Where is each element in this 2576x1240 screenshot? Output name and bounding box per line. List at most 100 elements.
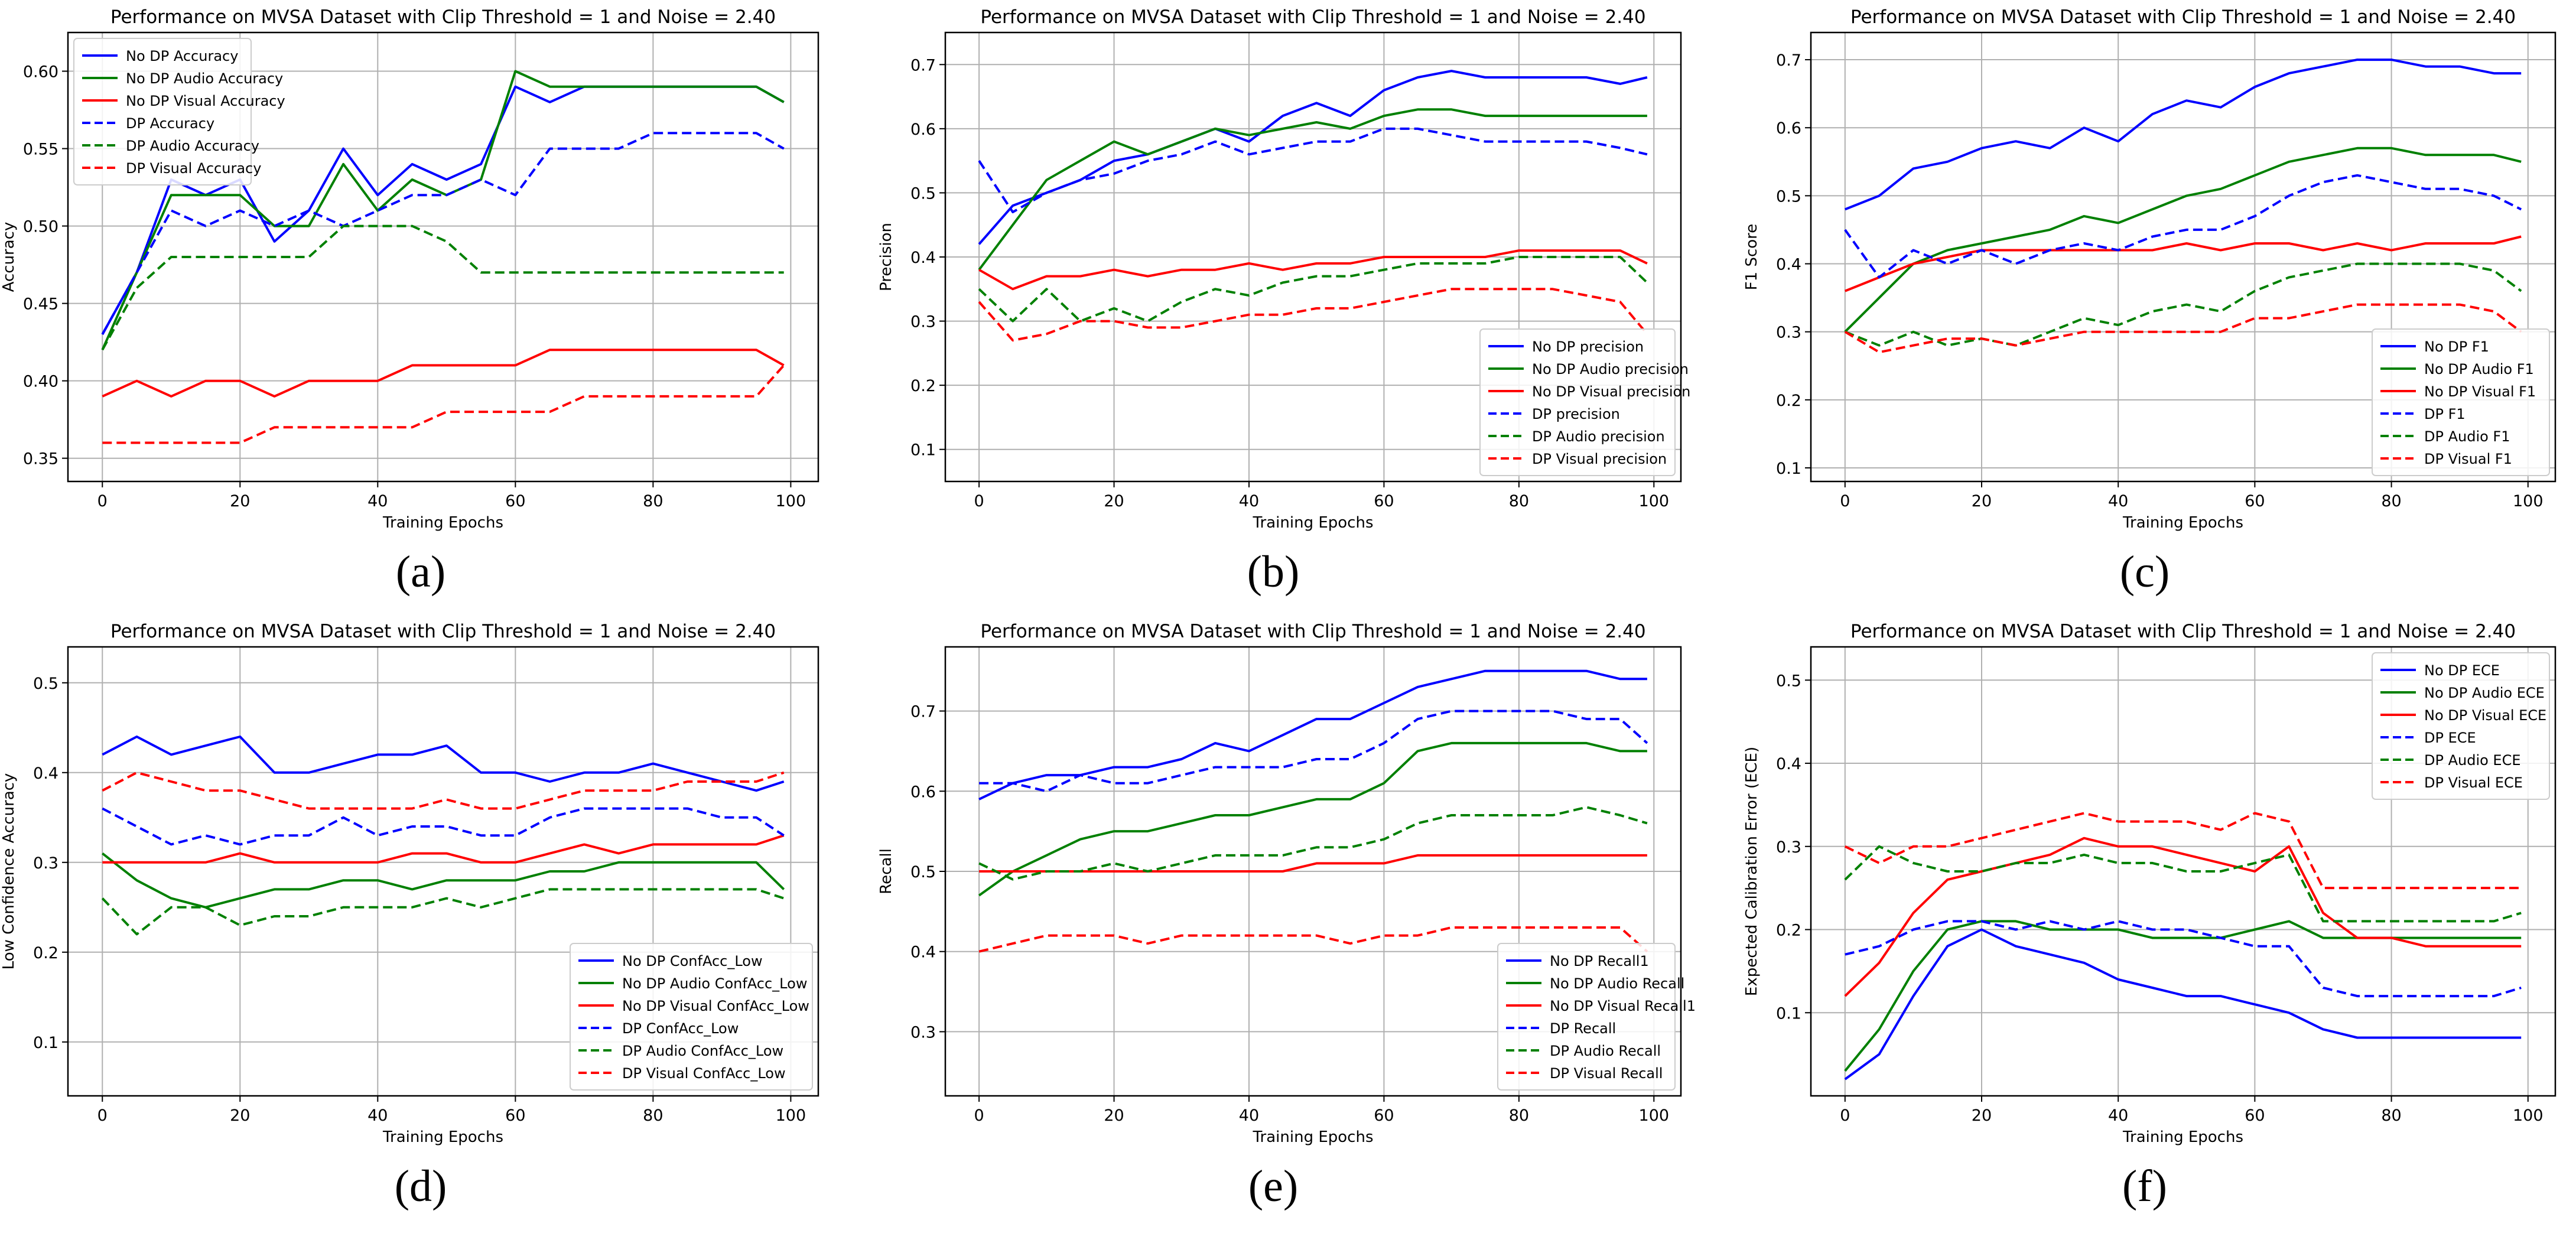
x-tick-label: 80 bbox=[2381, 492, 2401, 510]
series-line bbox=[1845, 920, 2522, 998]
legend: No DP ECE No DP Audio ECE No DP Visual ECE… bbox=[2372, 652, 2550, 800]
y-tick-label: 0.3 bbox=[1776, 838, 1801, 857]
series-line bbox=[979, 709, 1648, 793]
panel-label-d: (d) bbox=[394, 1161, 447, 1211]
legend-label: DP ConfAcc_Low bbox=[622, 1020, 739, 1037]
y-tick-label: 0.4 bbox=[1776, 256, 1801, 274]
y-tick-label: 0.1 bbox=[33, 1034, 58, 1052]
legend-label: DP Audio ECE bbox=[2424, 752, 2521, 769]
y-tick-label: 0.4 bbox=[1776, 755, 1801, 773]
y-tick-label: 0.5 bbox=[1776, 187, 1801, 206]
legend: No DP precision No DP Audio precision No D… bbox=[1479, 328, 1690, 476]
y-tick-label: 0.2 bbox=[1776, 922, 1801, 940]
legend-label: No DP Audio Recall bbox=[1550, 975, 1684, 992]
legend-label: DP Audio Accuracy bbox=[126, 138, 259, 154]
x-tick-label: 20 bbox=[1972, 1106, 1992, 1125]
chart-title: Performance on MVSA Dataset with Clip Th… bbox=[110, 621, 776, 642]
x-tick-label: 20 bbox=[230, 492, 250, 510]
panel-label-a: (a) bbox=[395, 547, 446, 597]
x-tick-label: 20 bbox=[230, 1106, 250, 1125]
series-line bbox=[979, 854, 1647, 873]
legend-label: DP Visual precision bbox=[1532, 451, 1667, 467]
series-line bbox=[102, 852, 785, 909]
series-line bbox=[1844, 303, 2522, 354]
x-tick-label: 0 bbox=[974, 1106, 984, 1125]
x-tick-label: 60 bbox=[2245, 492, 2265, 510]
legend-label: DP Audio Recall bbox=[1550, 1043, 1661, 1059]
legend-label: No DP precision bbox=[1532, 339, 1644, 355]
legend-label: DP precision bbox=[1532, 406, 1620, 422]
legend-label: DP Visual F1 bbox=[2424, 451, 2512, 467]
x-tick-label: 0 bbox=[97, 492, 108, 510]
chart-panel-e: 0 20 40 60 80 100 0.3 0.4 0.5 0.6 0.7 Performance o… bbox=[877, 621, 1696, 1146]
legend: No DP Accuracy No DP Audio Accuracy No DP … bbox=[73, 38, 285, 185]
legend-label: No DP F1 bbox=[2424, 339, 2489, 355]
series-line bbox=[978, 741, 1647, 897]
legend-label: No DP Visual ECE bbox=[2424, 707, 2546, 724]
series-line bbox=[102, 807, 785, 846]
panel-label-f: (f) bbox=[2122, 1161, 2167, 1211]
x-axis-label: Training Epochs bbox=[1252, 1128, 1373, 1146]
series-line bbox=[101, 132, 785, 335]
series-line bbox=[102, 349, 785, 398]
series-line bbox=[978, 127, 1648, 213]
legend: No DP F1 No DP Audio F1 No DP Visual F1 DP … bbox=[2372, 328, 2550, 476]
y-tick-label: 0.2 bbox=[1776, 392, 1801, 410]
x-tick-label: 40 bbox=[367, 1106, 388, 1125]
y-tick-label: 0.3 bbox=[910, 1023, 936, 1042]
legend-label: No DP Visual Accuracy bbox=[126, 93, 285, 109]
y-tick-label: 0.4 bbox=[33, 764, 58, 783]
y-axis-label: Accuracy bbox=[0, 222, 18, 292]
series-line bbox=[1844, 845, 2522, 923]
series-line bbox=[102, 834, 785, 864]
legend: No DP ConfAcc_Low No DP Audio ConfAcc_Low… bbox=[570, 943, 813, 1091]
y-tick-label: 0.50 bbox=[23, 218, 58, 236]
y-tick-label: 0.1 bbox=[1776, 460, 1801, 478]
chart-panel-c: 0 20 40 60 80 100 0.1 0.2 0.3 0.4 0.5 0.6 0.7 Perform… bbox=[1743, 6, 2557, 532]
series-line bbox=[101, 224, 784, 351]
legend-label: DP ECE bbox=[2424, 730, 2476, 746]
x-tick-label: 100 bbox=[776, 1106, 806, 1125]
legend-label: DP Visual ConfAcc_Low bbox=[622, 1065, 786, 1082]
legend-label: No DP Visual F1 bbox=[2424, 383, 2536, 400]
legend-label: DP Recall bbox=[1550, 1020, 1616, 1037]
chart-panel-a: 0 20 40 60 80 100 0.35 0.40 0.45 0.50 0.55 0.60 Perf… bbox=[0, 6, 819, 532]
x-tick-label: 40 bbox=[1239, 492, 1259, 510]
y-tick-label: 0.55 bbox=[23, 141, 58, 159]
series-line bbox=[1844, 147, 2522, 333]
series-line bbox=[1845, 262, 2522, 347]
legend-label: DP Audio F1 bbox=[2424, 428, 2510, 445]
panel-label-e: (e) bbox=[1248, 1161, 1299, 1211]
y-tick-label: 0.3 bbox=[1776, 324, 1801, 342]
x-tick-label: 20 bbox=[1104, 492, 1124, 510]
legend-label: No DP Audio ECE bbox=[2424, 685, 2545, 701]
plot-frame bbox=[1810, 31, 2557, 483]
legend-box bbox=[2372, 652, 2550, 800]
x-tick-label: 80 bbox=[643, 1106, 663, 1125]
chart-title: Performance on MVSA Dataset with Clip Th… bbox=[1850, 621, 2516, 642]
series-line bbox=[978, 288, 1648, 342]
series-line bbox=[1844, 928, 2522, 1080]
series-line bbox=[1845, 58, 2522, 211]
legend-label: DP Audio precision bbox=[1532, 428, 1665, 445]
x-tick-label: 80 bbox=[1509, 1106, 1529, 1125]
series-line bbox=[978, 249, 1648, 291]
x-tick-label: 100 bbox=[1639, 1106, 1670, 1125]
legend-label: DP Accuracy bbox=[126, 115, 214, 132]
series-line bbox=[1844, 920, 2522, 1072]
y-tick-label: 0.40 bbox=[23, 373, 58, 391]
x-axis-label: Training Epochs bbox=[382, 514, 503, 532]
chart-title: Performance on MVSA Dataset with Clip Th… bbox=[110, 6, 776, 28]
y-tick-label: 0.6 bbox=[910, 783, 936, 801]
series-line bbox=[102, 771, 785, 810]
plot-frame bbox=[1810, 646, 2557, 1097]
legend-label: DP Visual ECE bbox=[2424, 774, 2523, 791]
x-tick-label: 100 bbox=[2513, 492, 2544, 510]
x-axis-label: Training Epochs bbox=[1252, 514, 1373, 532]
legend-label: No DP ECE bbox=[2424, 662, 2500, 679]
chart-panel-d: 0 20 40 60 80 100 0.1 0.2 0.3 0.4 0.5 Performance o… bbox=[0, 621, 819, 1146]
series-line bbox=[101, 888, 785, 936]
legend-label: No DP Visual ConfAcc_Low bbox=[622, 998, 809, 1014]
x-tick-label: 20 bbox=[1104, 1106, 1124, 1125]
